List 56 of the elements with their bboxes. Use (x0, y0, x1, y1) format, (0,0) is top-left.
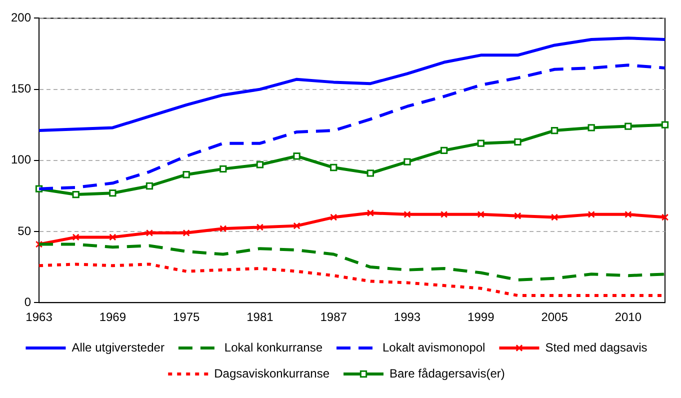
point (109, 234, 116, 241)
point (440, 146, 448, 154)
point (440, 210, 448, 218)
y-tick-label: 0 (24, 294, 32, 309)
legend-label: Bare fådagersavis(er) (390, 366, 505, 380)
point (330, 164, 338, 172)
point (514, 212, 522, 220)
point (477, 210, 484, 218)
point (293, 222, 300, 230)
point (550, 214, 558, 221)
point (293, 152, 300, 160)
x-tick-label: 1963 (26, 310, 53, 324)
point (72, 190, 80, 198)
point (256, 161, 264, 168)
point (146, 229, 154, 236)
legend-label: Dagsaviskonkurranse (214, 366, 330, 380)
point (624, 122, 632, 130)
x-tick-label: 1993 (394, 310, 421, 324)
point (404, 210, 411, 218)
point (661, 121, 669, 128)
x-tick-label: 2005 (541, 310, 568, 324)
y-tick-label: 200 (10, 10, 32, 25)
point (72, 234, 80, 241)
point (550, 126, 558, 134)
point (514, 138, 522, 146)
legend-label: Lokal konkurranse (224, 340, 323, 354)
x-tick-label: 1981 (246, 310, 274, 324)
x-tick-label: 1969 (99, 310, 126, 324)
point (477, 140, 484, 147)
x-tick-label: 1999 (468, 310, 495, 324)
point (588, 124, 595, 132)
point (35, 240, 43, 248)
legend-label: Lokalt avismonopol (382, 340, 486, 354)
line-series (38, 242, 666, 282)
legend-label: Sted med dagsavis (545, 340, 648, 354)
x-tick-label: 1987 (320, 310, 348, 324)
legend-label: Alle utgiversteder (72, 340, 164, 354)
point (661, 214, 669, 221)
y-tick-label: 150 (10, 82, 32, 96)
point (256, 224, 264, 231)
point (220, 165, 227, 173)
point (366, 170, 374, 177)
y-tick-label: 100 (10, 152, 32, 167)
point (588, 210, 595, 218)
point (624, 210, 632, 218)
y-tick-label: 50 (18, 224, 32, 238)
x-tick-label: 1975 (172, 310, 200, 324)
point (109, 190, 116, 197)
x-tick-label: 2010 (614, 310, 642, 324)
point (146, 182, 154, 190)
point (182, 229, 190, 236)
point (330, 214, 338, 221)
point (220, 225, 227, 232)
point (404, 158, 411, 166)
point (366, 209, 374, 217)
point (182, 171, 190, 178)
